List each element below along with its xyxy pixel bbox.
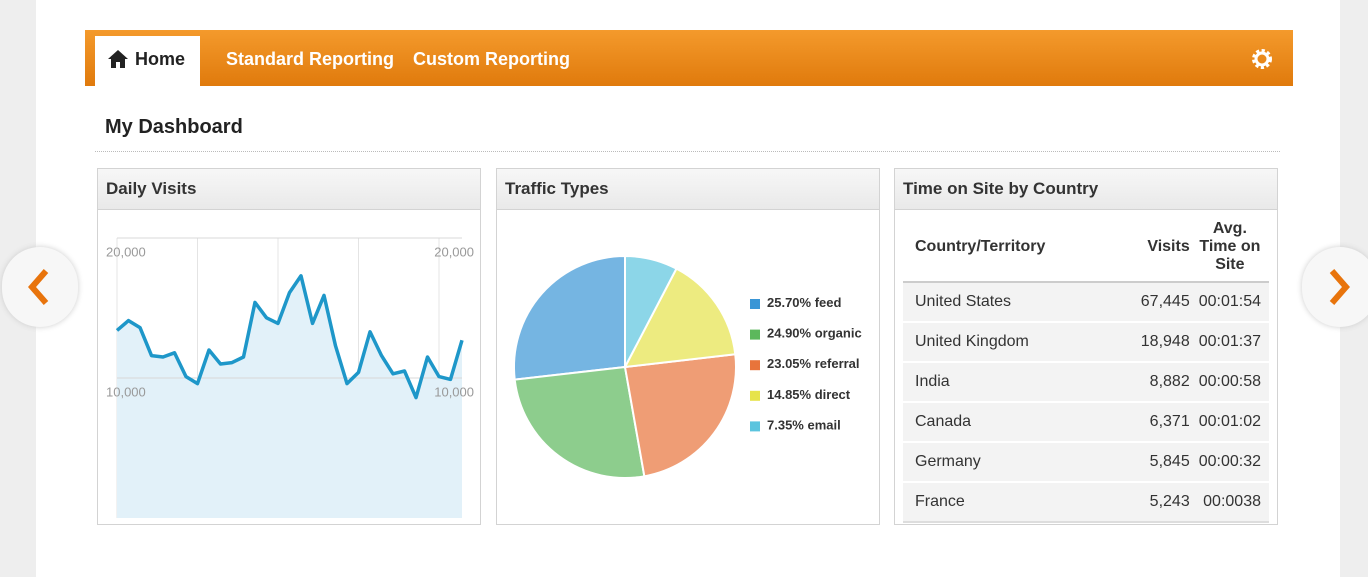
header-row: Country/Territory Visits Avg. Time on Site <box>903 213 1269 283</box>
line-chart: Jan 1Jan 8Jan15Jan2210,00010,00020,00020… <box>106 237 474 518</box>
legend-name: direct <box>815 387 851 402</box>
legend-label: 25.70% feed <box>767 295 842 310</box>
table-cell: 6,371 <box>1112 402 1198 443</box>
next-icon <box>1329 269 1350 305</box>
legend-label: 14.85% direct <box>767 387 851 402</box>
table-cell: Canada <box>903 402 1113 443</box>
widget: Time on Site by Country Country/Territor… <box>894 168 1278 525</box>
table-row: United Kingdom 18,948 00:01:37 <box>903 322 1269 363</box>
tab-label[interactable]: Standard Reporting <box>226 49 395 69</box>
table-cell: United Kingdom <box>903 322 1113 363</box>
legend-value: 7.35% <box>767 418 804 433</box>
legend-label: 24.90% organic <box>767 326 862 341</box>
table-cell: 00:00:58 <box>1197 362 1269 403</box>
table-cell: 18,948 <box>1112 322 1198 363</box>
column-header: Avg. Time on Site <box>1197 213 1269 283</box>
table-cell: India <box>903 362 1113 403</box>
next-arrow[interactable] <box>1302 247 1368 327</box>
table-row: United States 67,445 00:01:54 <box>903 282 1269 323</box>
widget: Daily Visits Jan 1Jan 8Jan15Jan2210,0001… <box>97 168 481 525</box>
pie-slice <box>513 365 646 479</box>
tab-label[interactable]: Custom Reporting <box>413 49 570 69</box>
table-row: Germany 5,845 00:00:32 <box>903 442 1269 483</box>
table-row: Canada 6,371 00:01:02 <box>903 402 1269 443</box>
legend-name: email <box>808 418 841 433</box>
home-icon <box>108 50 128 68</box>
pie-slice <box>623 353 737 478</box>
area <box>117 275 462 518</box>
pie-slice <box>623 267 737 369</box>
pie-chart: 25.70% feed 24.90% organic 23.05% referral… <box>513 254 862 479</box>
table-cell: 00:01:37 <box>1197 322 1269 363</box>
table-cell: 00:0038 <box>1197 482 1269 523</box>
country-table: Country/Territory Visits Avg. Time on Site… <box>903 213 1269 523</box>
home-tab[interactable]: Home <box>95 36 200 86</box>
column-header: Visits <box>1112 213 1198 283</box>
widget: Traffic Types 25.70% feed 24.90% organic 2… <box>496 168 880 525</box>
legend-value: 24.90% <box>767 326 812 341</box>
legend-value: 14.85% <box>767 387 812 402</box>
table-cell: France <box>903 482 1113 523</box>
widget-title: Daily Visits <box>98 169 480 210</box>
table-cell: Germany <box>903 442 1113 483</box>
table-cell: 8,882 <box>1112 362 1198 403</box>
pie-slice <box>513 254 626 381</box>
y-tick-label: 10,000 <box>434 384 474 399</box>
line <box>115 274 464 400</box>
legend-swatch <box>750 299 760 309</box>
legend-swatch <box>750 329 760 340</box>
legend-swatch <box>750 390 760 401</box>
table-cell: 5,845 <box>1112 442 1198 483</box>
table-cell: 00:01:02 <box>1197 402 1269 443</box>
legend-name: feed <box>815 295 842 310</box>
legend-swatch <box>750 421 760 432</box>
table-row: India 8,882 00:00:58 <box>903 362 1269 403</box>
table-cell: 67,445 <box>1112 282 1198 323</box>
y-tick-label: 20,000 <box>434 244 474 259</box>
table-cell: 5,243 <box>1112 482 1198 523</box>
widget-title: Time on Site by Country <box>895 169 1277 210</box>
divider <box>95 151 1280 152</box>
table-row: France 5,243 00:0038 <box>903 482 1269 523</box>
legend-value: 23.05% <box>767 357 812 372</box>
prev-arrow[interactable] <box>2 247 78 327</box>
legend-label: 23.05% referral <box>767 357 860 372</box>
column-header: Country/Territory <box>903 213 1113 283</box>
legend-name: organic <box>815 326 862 341</box>
dashboard-title: My Dashboard <box>105 116 243 138</box>
legend-label: 7.35% email <box>767 418 841 433</box>
y-tick-label: 20,000 <box>106 244 146 259</box>
legend-name: referral <box>815 357 860 372</box>
widget-title: Traffic Types <box>497 169 879 210</box>
table-cell: United States <box>903 282 1113 323</box>
y-tick-label: 10,000 <box>106 384 146 399</box>
table-cell: 00:01:54 <box>1197 282 1269 323</box>
legend-value: 25.70% <box>767 295 812 310</box>
settings-icon[interactable] <box>1251 48 1273 70</box>
prev-icon <box>28 269 49 305</box>
table-cell: 00:00:32 <box>1197 442 1269 483</box>
legend-swatch <box>750 360 760 371</box>
nav-bar: Home Standard Reporting Custom Reporting <box>85 30 1293 86</box>
tab-label: Home <box>135 49 186 69</box>
pie-slice <box>624 254 678 368</box>
